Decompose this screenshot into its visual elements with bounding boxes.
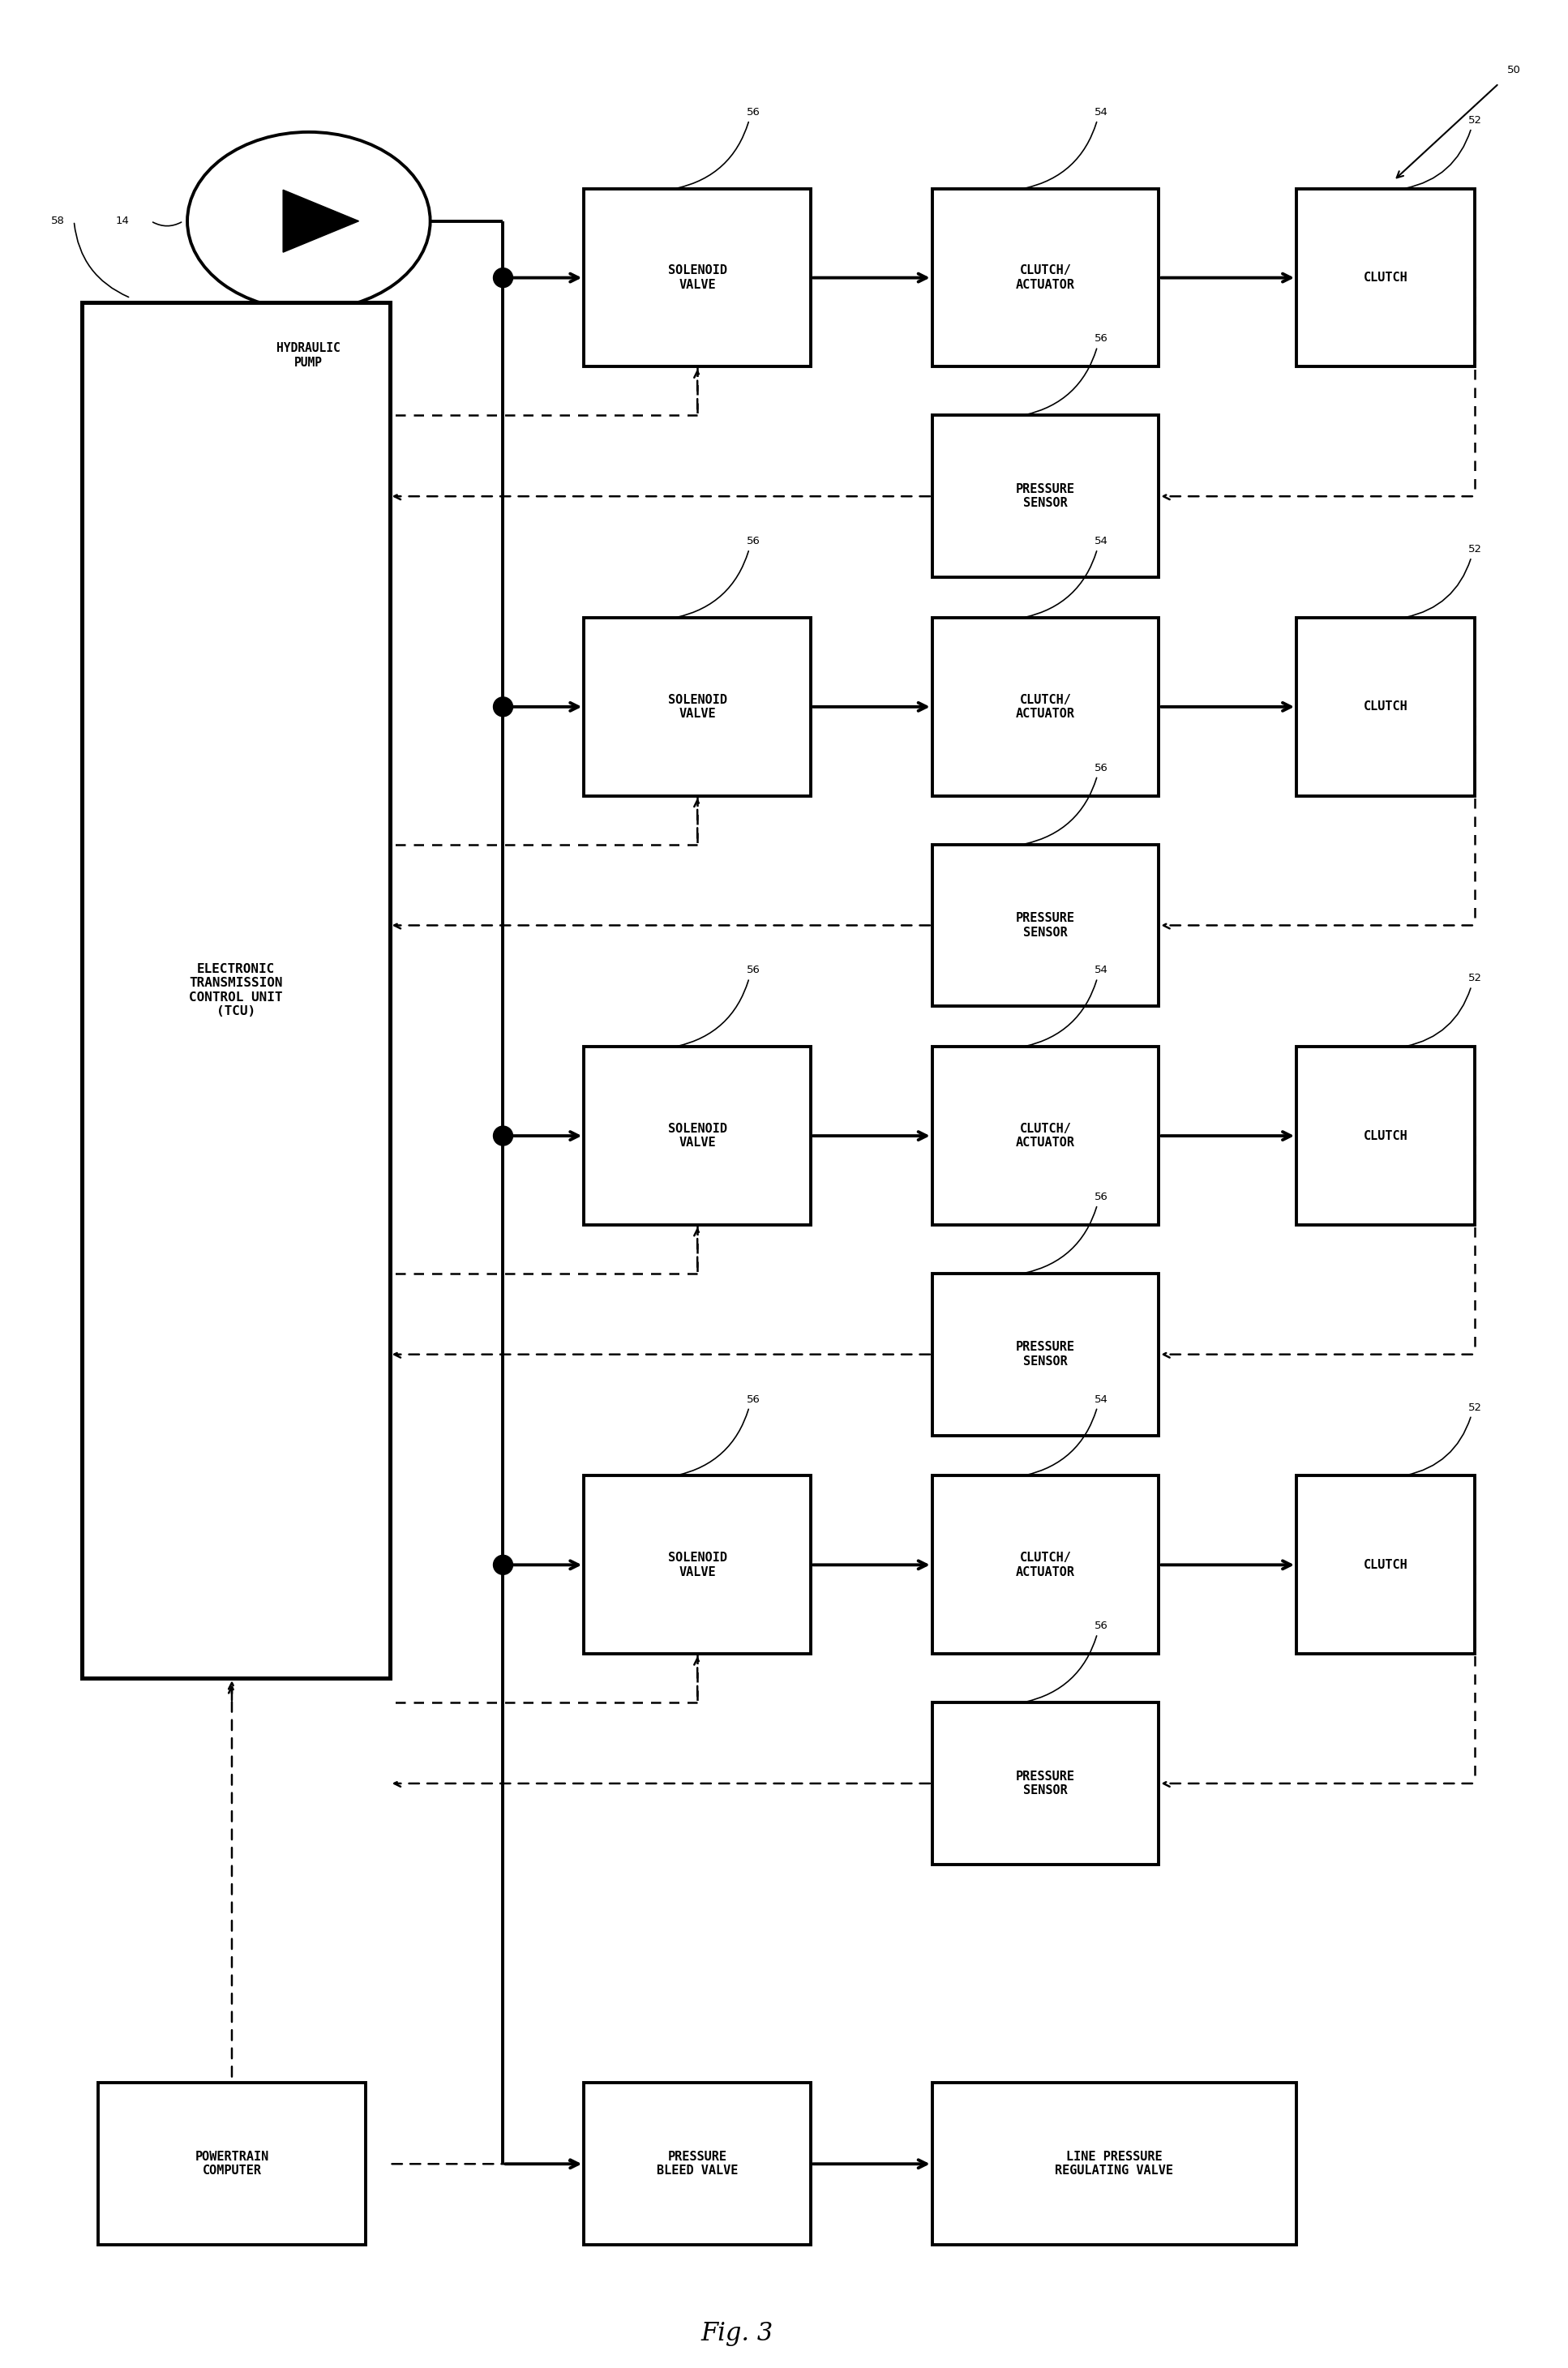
Text: CLUTCH/
ACTUATOR: CLUTCH/ ACTUATOR	[1016, 1551, 1076, 1577]
Polygon shape	[284, 189, 359, 253]
Bar	[931, 1047, 1159, 1224]
Text: Fig. 3: Fig. 3	[701, 2321, 773, 2347]
Bar	[931, 1475, 1159, 1653]
Text: 54: 54	[1094, 535, 1109, 547]
Bar	[1297, 618, 1474, 796]
Text: CLUTCH/
ACTUATOR: CLUTCH/ ACTUATOR	[1016, 1122, 1076, 1148]
Bar	[931, 845, 1159, 1006]
Text: 52: 52	[1469, 1402, 1482, 1414]
Bar	[1297, 189, 1474, 367]
Bar	[931, 1703, 1159, 1864]
Bar	[1297, 1047, 1474, 1224]
Text: 52: 52	[1469, 545, 1482, 554]
Bar	[583, 1475, 811, 1653]
Text: CLUTCH/
ACTUATOR: CLUTCH/ ACTUATOR	[1016, 265, 1076, 291]
Text: SOLENOID
VALVE: SOLENOID VALVE	[668, 265, 728, 291]
Bar	[931, 1274, 1159, 1435]
Text: ELECTRONIC
TRANSMISSION
CONTROL UNIT
(TCU): ELECTRONIC TRANSMISSION CONTROL UNIT (TC…	[190, 964, 282, 1018]
Bar	[1297, 1475, 1474, 1653]
Text: CLUTCH/
ACTUATOR: CLUTCH/ ACTUATOR	[1016, 694, 1076, 720]
Text: 56: 56	[746, 1395, 760, 1404]
Text: SOLENOID
VALVE: SOLENOID VALVE	[668, 694, 728, 720]
Text: CLUTCH: CLUTCH	[1363, 272, 1408, 284]
Text: 54: 54	[1094, 107, 1109, 118]
Text: SOLENOID
VALVE: SOLENOID VALVE	[668, 1122, 728, 1148]
Circle shape	[494, 696, 513, 718]
Text: CLUTCH: CLUTCH	[1363, 1558, 1408, 1570]
Text: 54: 54	[1094, 1395, 1109, 1404]
Text: 14: 14	[116, 215, 130, 227]
Text: 56: 56	[746, 535, 760, 547]
Text: 56: 56	[746, 966, 760, 976]
Text: CLUTCH: CLUTCH	[1363, 701, 1408, 713]
Circle shape	[494, 1127, 513, 1146]
Bar	[931, 414, 1159, 578]
Text: PRESSURE
BLEED VALVE: PRESSURE BLEED VALVE	[657, 2150, 739, 2176]
Text: 56: 56	[1094, 762, 1109, 774]
Text: POWERTRAIN
COMPUTER: POWERTRAIN COMPUTER	[194, 2150, 268, 2176]
Bar	[931, 189, 1159, 367]
Text: PRESSURE
SENSOR: PRESSURE SENSOR	[1016, 1340, 1076, 1369]
Text: 52: 52	[1469, 973, 1482, 983]
Text: PRESSURE
SENSOR: PRESSURE SENSOR	[1016, 1771, 1076, 1797]
Text: HYDRAULIC
PUMP: HYDRAULIC PUMP	[278, 343, 340, 369]
Text: 56: 56	[746, 107, 760, 118]
Text: 50: 50	[1507, 64, 1521, 76]
Text: 52: 52	[1469, 116, 1482, 126]
Text: CLUTCH: CLUTCH	[1363, 1130, 1408, 1141]
Bar	[99, 2084, 365, 2245]
Text: 56: 56	[1094, 334, 1109, 343]
Text: PRESSURE
SENSOR: PRESSURE SENSOR	[1016, 912, 1076, 938]
Text: 58: 58	[50, 215, 64, 227]
Bar	[583, 2084, 811, 2245]
Bar	[583, 1047, 811, 1224]
Bar	[82, 303, 390, 1679]
Circle shape	[494, 1556, 513, 1575]
Bar	[931, 2084, 1297, 2245]
Text: LINE PRESSURE
REGULATING VALVE: LINE PRESSURE REGULATING VALVE	[1055, 2150, 1173, 2176]
Text: PRESSURE
SENSOR: PRESSURE SENSOR	[1016, 483, 1076, 509]
Circle shape	[494, 268, 513, 287]
Bar	[583, 189, 811, 367]
Bar	[931, 618, 1159, 796]
Text: SOLENOID
VALVE: SOLENOID VALVE	[668, 1551, 728, 1577]
Bar	[583, 618, 811, 796]
Text: 56: 56	[1094, 1620, 1109, 1632]
Text: 54: 54	[1094, 966, 1109, 976]
Text: 56: 56	[1094, 1191, 1109, 1203]
